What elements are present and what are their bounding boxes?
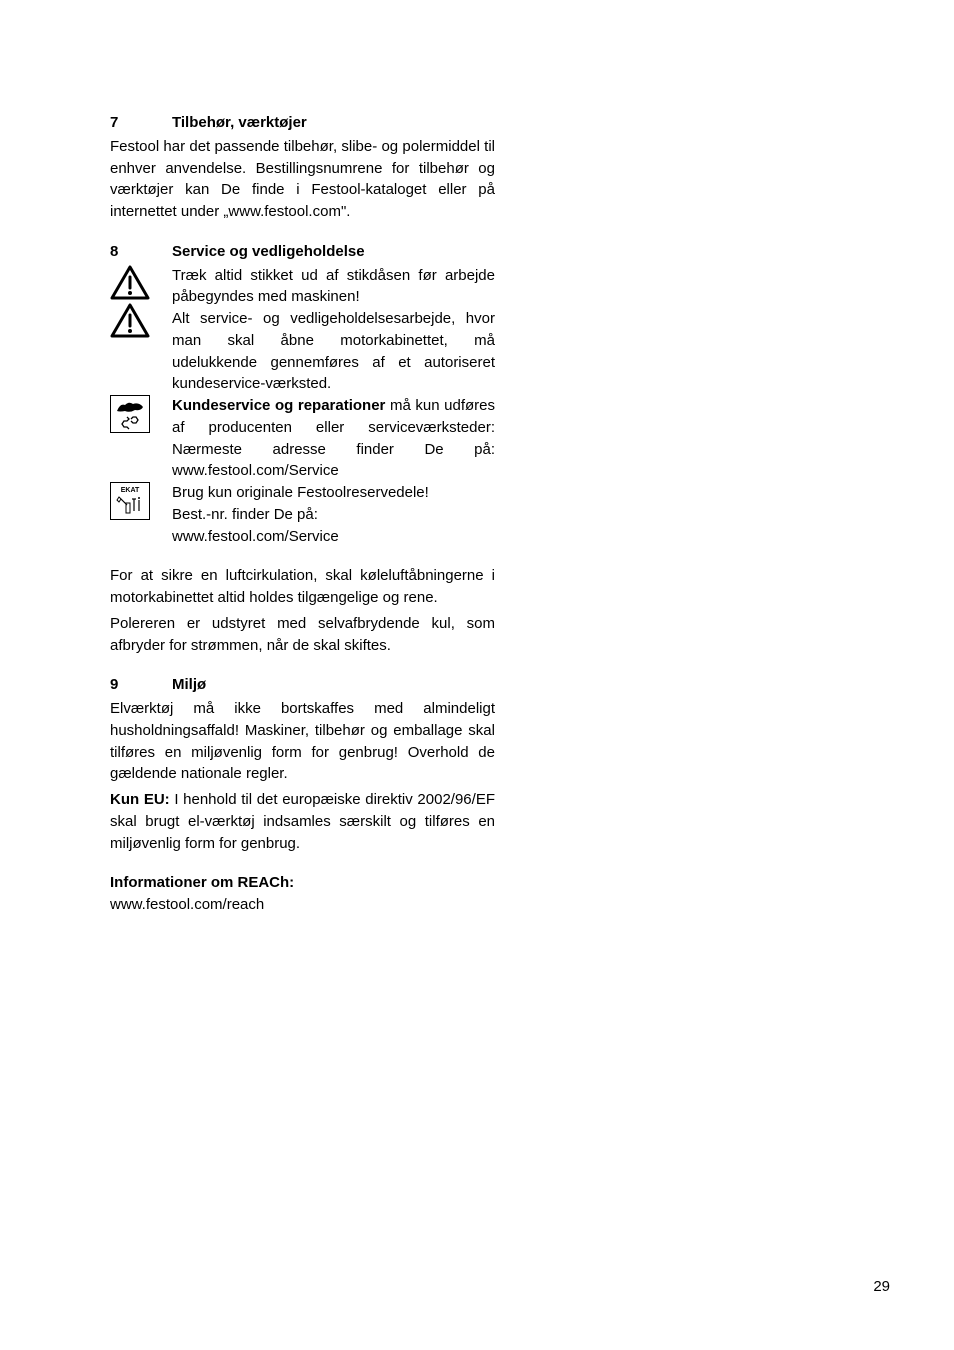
reach-url: www.festool.com/reach [110, 894, 495, 916]
reach-heading: Informationer om REACh: [110, 872, 495, 894]
section-number: 9 [110, 674, 172, 696]
warning-icons [110, 265, 172, 339]
service-text: Kundeservice og reparationer må kun udfø… [172, 395, 495, 482]
section-9-heading: 9 Miljø [110, 674, 495, 696]
warning-row: Træk altid stikket ud af stikdåsen før a… [110, 265, 495, 396]
ekat-icon: EKAT [110, 482, 150, 520]
page-number: 29 [873, 1276, 890, 1298]
sec9-eu: Kun EU: I henhold til det europæiske dir… [110, 789, 495, 854]
service-row: Kundeservice og reparationer må kun udfø… [110, 395, 495, 482]
service-bold: Kundeservice og reparationer [172, 397, 385, 414]
tail-para-2: Polereren er udstyret med selvafbrydende… [110, 613, 495, 657]
section-7-para: Festool har det passende tilbehør, slibe… [110, 136, 495, 223]
warning-triangle-icon [110, 265, 150, 301]
section-9: 9 Miljø Elværktøj må ikke bortskaffes me… [110, 674, 495, 916]
globe-service-icon [110, 395, 150, 433]
section-8: 8 Service og vedligeholdelse Træk altid … [110, 241, 495, 548]
section-7: 7 Tilbehør, værktøjer Festool har det pa… [110, 112, 495, 223]
section-8-tail: For at sikre en luftcirkulation, skal kø… [110, 565, 495, 656]
sec9-para1: Elværktøj må ikke bortskaffes med almind… [110, 698, 495, 785]
ekat-row: EKAT Brug kun originale Festoolreservede… [110, 482, 495, 547]
section-number: 8 [110, 241, 172, 263]
warn-text-2: Alt service- og vedligeholdelsesarbejde,… [172, 308, 495, 395]
section-7-heading: 7 Tilbehør, værktøjer [110, 112, 495, 134]
warning-text: Træk altid stikket ud af stikdåsen før a… [172, 265, 495, 396]
section-title: Tilbehør, værktøjer [172, 112, 307, 134]
ekat-line-3: www.festool.com/Service [172, 526, 495, 548]
left-column: 7 Tilbehør, værktøjer Festool har det pa… [110, 112, 495, 916]
eu-bold: Kun EU: [110, 791, 170, 808]
ekat-icon-col: EKAT [110, 482, 172, 520]
ekat-line-2: Best.-nr. finder De på: [172, 504, 495, 526]
tail-para-1: For at sikre en luftcirkulation, skal kø… [110, 565, 495, 609]
section-title: Service og vedligeholdelse [172, 241, 365, 263]
section-number: 7 [110, 112, 172, 134]
section-8-heading: 8 Service og vedligeholdelse [110, 241, 495, 263]
ekat-label: EKAT [121, 487, 140, 494]
globe-icon-col [110, 395, 172, 433]
ekat-line-1: Brug kun originale Festoolreservedele! [172, 482, 495, 504]
warning-triangle-icon [110, 303, 150, 339]
ekat-text: Brug kun originale Festoolreservedele! B… [172, 482, 495, 547]
section-title: Miljø [172, 674, 206, 696]
warn-text-1: Træk altid stikket ud af stikdåsen før a… [172, 265, 495, 309]
